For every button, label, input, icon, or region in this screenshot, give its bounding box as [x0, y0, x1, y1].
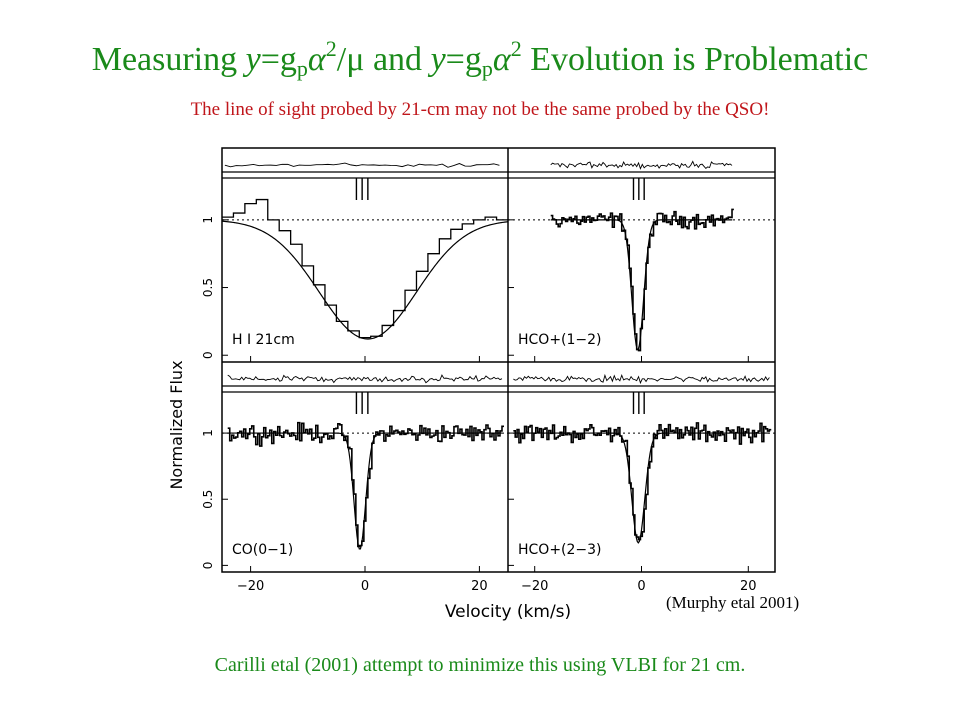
x-tick-label: 0 — [361, 579, 369, 594]
figure-frame — [221, 147, 776, 573]
x-tick-label: −20 — [237, 579, 264, 594]
fit-curve — [227, 432, 503, 550]
y-tick-label: 1 — [201, 429, 215, 437]
residual-trace — [224, 162, 500, 168]
fit-curve — [513, 432, 770, 544]
panel-2: HCO+(1−2) — [508, 160, 775, 362]
y-tick-label: 0.5 — [201, 278, 215, 297]
panel-3: 0 0.5 1 −20 0 20 CO(0−1) — [201, 374, 508, 594]
x-tick-label: 0 — [637, 579, 645, 594]
data-spectrum — [513, 422, 772, 541]
y-tick-label: 0 — [201, 351, 215, 359]
residual-trace — [550, 160, 733, 170]
data-spectrum — [227, 421, 504, 548]
x-tick-label: −20 — [521, 579, 548, 594]
fit-curve — [550, 219, 733, 350]
slide-subtitle: The line of sight probed by 21-cm may no… — [190, 99, 770, 120]
x-tick-label: 20 — [471, 579, 488, 594]
residual-trace — [513, 373, 770, 385]
x-axis-label: Velocity (km/s) — [445, 602, 571, 622]
panel-label: CO(0−1) — [232, 542, 293, 558]
spectra-figure: 0 0.5 1 H I 21cm HCO+(1−2) 0 0.5 1 −20 0 20 CO(0−1)… — [167, 147, 776, 622]
data-spectrum — [222, 198, 508, 339]
panel-label: HCO+(1−2) — [518, 332, 602, 348]
data-spectrum — [550, 208, 734, 352]
fit-curve — [221, 220, 509, 340]
x-tick-label: 20 — [740, 579, 757, 594]
residual-trace — [227, 374, 503, 384]
panel-1: 0 0.5 1 H I 21cm — [201, 162, 509, 362]
y-tick-label: 0 — [201, 562, 215, 570]
panel-4: −20 0 20 HCO+(2−3) — [508, 373, 775, 594]
y-tick-label: 1 — [201, 216, 215, 224]
panel-label: HCO+(2−3) — [518, 542, 602, 558]
y-tick-label: 0.5 — [201, 490, 215, 509]
y-axis-label: Normalized Flux — [167, 360, 186, 489]
slide-title: Measuring y=gpα2/μ and y=gpα2 Evolution … — [91, 36, 869, 81]
slide-footer: Carilli etal (2001) attempt to minimize … — [214, 654, 746, 676]
figure-credit: (Murphy etal 2001) — [666, 593, 800, 612]
panel-label: H I 21cm — [232, 332, 295, 348]
